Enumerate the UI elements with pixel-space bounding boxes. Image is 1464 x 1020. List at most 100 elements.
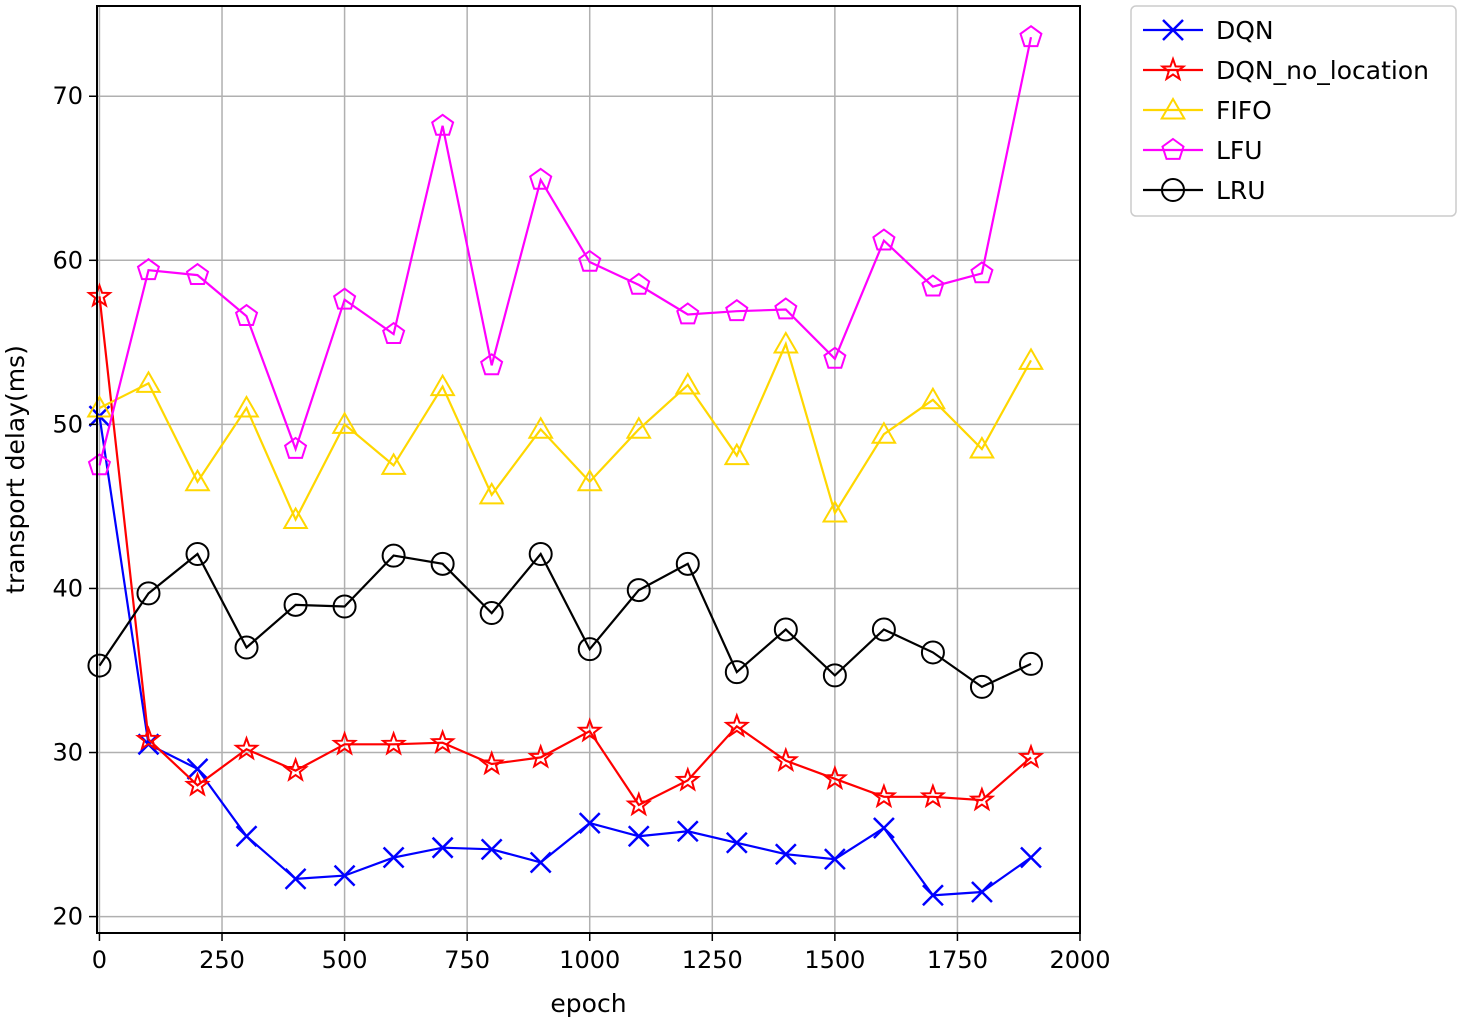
circle-marker <box>871 617 896 642</box>
pentagon-marker <box>872 228 896 251</box>
legend-label: LFU <box>1216 136 1263 165</box>
triangle-marker <box>380 452 407 475</box>
triangle-marker <box>625 416 652 439</box>
star-marker <box>86 282 113 308</box>
triangle-marker <box>723 442 750 466</box>
pentagon-marker <box>382 321 406 344</box>
circle-marker <box>675 551 700 576</box>
legend: DQN DQN_no_location FIFO LFU LRU <box>1130 5 1457 217</box>
grid-lines <box>97 6 1081 933</box>
pentagon-marker <box>283 436 308 459</box>
circle-marker <box>920 640 945 665</box>
circle-marker <box>577 637 602 662</box>
triangle-marker <box>233 394 260 418</box>
y-tick-label: 50 <box>52 410 83 438</box>
circle-marker <box>283 592 308 617</box>
triangle-marker <box>184 468 211 492</box>
triangle-marker <box>478 481 505 505</box>
x-tick-label: 500 <box>322 946 368 974</box>
circle-marker <box>234 635 259 660</box>
legend-label: LRU <box>1216 176 1266 205</box>
pentagon-marker <box>1161 137 1185 160</box>
legend-item: LRU <box>1143 176 1266 205</box>
x-tick-label: 1250 <box>682 946 743 974</box>
star-marker <box>576 717 604 743</box>
circle-marker <box>1018 651 1043 676</box>
star-marker <box>380 730 407 756</box>
pentagon-marker <box>725 298 749 322</box>
star-marker <box>821 764 849 791</box>
series-fifo <box>86 330 1044 529</box>
legend-item: LFU <box>1143 136 1263 165</box>
x-tick-label: 1750 <box>927 946 988 974</box>
axis-ticks: 0 250 500 750 1000 1250 1500 1750 2000 20 30 40 50 60… <box>52 82 1110 974</box>
x-marker <box>186 758 209 780</box>
x-tick-label: 250 <box>199 946 245 974</box>
star-marker <box>184 771 211 797</box>
triangle-marker <box>821 499 848 523</box>
circle-marker <box>87 653 112 678</box>
triangle-marker <box>968 435 995 459</box>
x-marker <box>725 831 748 854</box>
x-marker <box>823 848 846 871</box>
pentagon-marker <box>921 274 945 297</box>
y-tick-label: 40 <box>52 574 83 602</box>
pentagon-marker <box>136 257 161 281</box>
x-marker <box>774 843 797 866</box>
star-marker <box>527 743 555 769</box>
circle-marker <box>822 663 847 688</box>
series-dqn <box>88 405 1042 907</box>
triangle-marker <box>674 371 701 395</box>
triangle-marker <box>135 370 162 393</box>
x-marker <box>922 884 944 907</box>
circle-marker <box>185 541 210 566</box>
circle-marker <box>430 551 455 576</box>
y-tick-label: 30 <box>52 739 83 767</box>
star-marker <box>135 725 162 751</box>
star-marker <box>723 712 751 738</box>
pentagon-marker <box>185 262 210 285</box>
triangle-marker <box>1159 97 1187 120</box>
pentagon-marker <box>332 287 357 310</box>
triangle-marker <box>1017 347 1044 370</box>
x-marker <box>971 881 993 903</box>
legend-box <box>1130 5 1457 217</box>
x-marker <box>431 836 454 859</box>
series-line <box>98 36 1033 466</box>
pentagon-marker <box>676 302 700 325</box>
triangle-marker <box>429 373 456 397</box>
circle-marker <box>381 543 406 568</box>
star-marker <box>233 735 260 761</box>
x-marker <box>627 825 650 848</box>
star-marker <box>870 782 898 809</box>
triangle-marker <box>86 394 113 418</box>
triangle-marker <box>282 506 309 529</box>
circle-marker <box>724 660 749 685</box>
circle-marker <box>969 674 994 699</box>
x-marker <box>382 846 405 869</box>
pentagon-marker <box>1019 24 1043 48</box>
x-tick-label: 750 <box>444 946 490 974</box>
x-marker <box>235 825 258 848</box>
series-line <box>99 340 1032 523</box>
series-dqn-no-location <box>86 282 1045 817</box>
star-marker <box>429 728 456 755</box>
star-marker <box>919 782 947 809</box>
pentagon-marker <box>970 261 994 284</box>
x-tick-label: 1500 <box>804 946 865 974</box>
pentagon-marker <box>627 272 651 295</box>
series-line <box>98 296 1032 807</box>
circle-marker <box>136 581 161 606</box>
legend-label: DQN <box>1216 16 1274 45</box>
x-marker <box>1020 846 1042 869</box>
x-marker <box>333 864 356 887</box>
x-tick-label: 2000 <box>1049 946 1110 974</box>
x-marker <box>480 838 503 861</box>
pentagon-marker <box>578 249 602 272</box>
pentagon-marker <box>529 167 553 190</box>
triangle-marker <box>331 411 358 434</box>
star-marker <box>478 750 505 776</box>
x-tick-label: 0 <box>92 946 107 974</box>
legend-item: FIFO <box>1143 96 1272 125</box>
pentagon-marker <box>431 113 455 136</box>
